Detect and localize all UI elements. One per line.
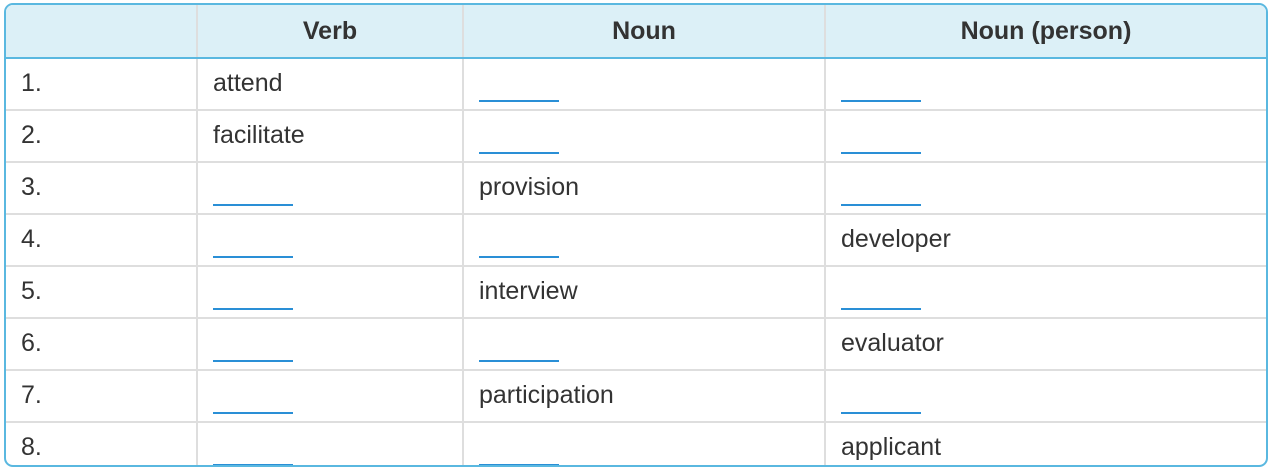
noun-cell — [463, 318, 826, 371]
row-number: 7. — [6, 370, 198, 423]
noun-cell: interview — [463, 266, 826, 319]
noun-person-cell-text: developer — [841, 225, 951, 253]
answer-blank[interactable] — [213, 204, 293, 206]
answer-blank[interactable] — [213, 360, 293, 362]
noun-cell: provision — [463, 162, 826, 215]
answer-blank[interactable] — [841, 204, 921, 206]
answer-blank[interactable] — [841, 152, 921, 154]
verb-cell — [197, 266, 464, 319]
row-number-text: 5. — [21, 277, 42, 305]
table-row: 5. interview — [6, 266, 1266, 319]
row-number-text: 4. — [21, 225, 42, 253]
answer-blank[interactable] — [213, 464, 293, 465]
table-row: 4. developer — [6, 214, 1266, 267]
noun-person-cell: developer — [825, 214, 1266, 267]
row-number: 1. — [6, 58, 198, 111]
answer-blank[interactable] — [479, 152, 559, 154]
table-row: 7. participation — [6, 370, 1266, 423]
row-number: 5. — [6, 266, 198, 319]
row-number: 3. — [6, 162, 198, 215]
answer-blank[interactable] — [213, 412, 293, 414]
table-row: 8. applicant — [6, 422, 1266, 465]
verb-cell: facilitate — [197, 110, 464, 163]
noun-cell — [463, 422, 826, 465]
row-number: 6. — [6, 318, 198, 371]
row-number-text: 8. — [21, 433, 42, 461]
noun-cell: participation — [463, 370, 826, 423]
header-row: Verb Noun Noun (person) — [6, 5, 1266, 59]
noun-cell-text: interview — [479, 277, 578, 305]
verb-cell: attend — [197, 58, 464, 111]
table-row: 1. attend — [6, 58, 1266, 111]
table-row: 2. facilitate — [6, 110, 1266, 163]
answer-blank[interactable] — [479, 360, 559, 362]
row-number-text: 1. — [21, 69, 42, 97]
table-row: 6. evaluator — [6, 318, 1266, 371]
row-number: 4. — [6, 214, 198, 267]
verb-cell-text: attend — [213, 69, 283, 97]
header-verb: Verb — [197, 5, 464, 59]
row-number-text: 3. — [21, 173, 42, 201]
noun-person-cell — [825, 58, 1266, 111]
noun-person-cell: applicant — [825, 422, 1266, 465]
answer-blank[interactable] — [841, 308, 921, 310]
noun-cell-text: participation — [479, 381, 614, 409]
noun-cell-text: provision — [479, 173, 580, 201]
answer-blank[interactable] — [479, 256, 559, 258]
verb-cell — [197, 370, 464, 423]
noun-person-cell: evaluator — [825, 318, 1266, 371]
noun-person-cell-text: applicant — [841, 433, 942, 461]
answer-blank[interactable] — [213, 256, 293, 258]
noun-person-cell — [825, 266, 1266, 319]
row-number: 2. — [6, 110, 198, 163]
verb-cell — [197, 162, 464, 215]
answer-blank[interactable] — [841, 100, 921, 102]
noun-cell — [463, 58, 826, 111]
answer-blank[interactable] — [479, 100, 559, 102]
answer-blank[interactable] — [213, 308, 293, 310]
word-forms-table: Verb Noun Noun (person) 1. attend 2. facili… — [4, 3, 1268, 467]
row-number-text: 2. — [21, 121, 42, 149]
header-noun-person: Noun (person) — [825, 5, 1266, 59]
verb-cell — [197, 422, 464, 465]
row-number-text: 6. — [21, 329, 42, 357]
noun-person-cell-text: evaluator — [841, 329, 944, 357]
noun-person-cell — [825, 162, 1266, 215]
table-row: 3. provision — [6, 162, 1266, 215]
row-number: 8. — [6, 422, 198, 465]
verb-cell — [197, 214, 464, 267]
noun-cell — [463, 214, 826, 267]
header-noun: Noun — [463, 5, 826, 59]
header-number — [6, 5, 198, 59]
noun-person-cell — [825, 370, 1266, 423]
answer-blank[interactable] — [479, 464, 559, 465]
noun-cell — [463, 110, 826, 163]
answer-blank[interactable] — [841, 412, 921, 414]
noun-person-cell — [825, 110, 1266, 163]
verb-cell — [197, 318, 464, 371]
row-number-text: 7. — [21, 381, 42, 409]
verb-cell-text: facilitate — [213, 121, 305, 149]
